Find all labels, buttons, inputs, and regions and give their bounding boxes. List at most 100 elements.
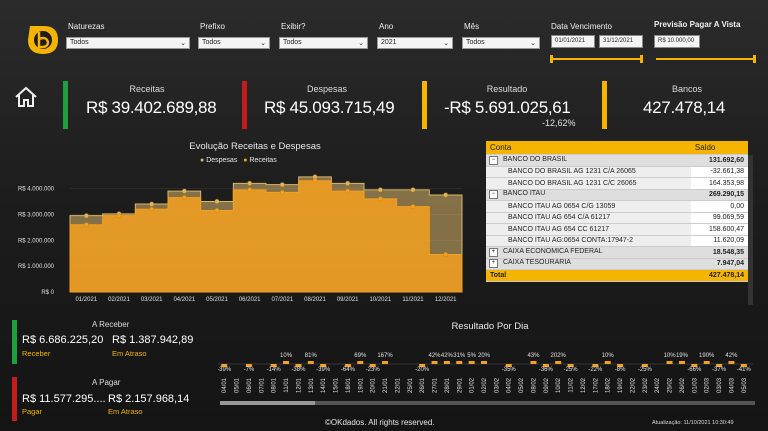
bank-row-label: BANCO ITAU AG 654 C/A 61217 (508, 214, 611, 222)
daily-bar (245, 364, 252, 367)
point-receitas (83, 222, 89, 228)
receber-title: A Receber (92, 320, 130, 329)
daily-value-label: -37% (712, 367, 727, 373)
daily-x-label: 03/02 (494, 377, 500, 393)
daily-bar (344, 364, 351, 367)
previsao-slider-handle[interactable] (753, 55, 756, 63)
daily-value-label: -25% (638, 367, 653, 373)
naturezas-value: Todos (70, 39, 89, 46)
daily-x-label: 05/01 (235, 377, 241, 393)
area-receitas (69, 180, 463, 293)
point-despesas (410, 187, 416, 193)
daily-x-label: 22/02 (630, 377, 636, 393)
exibir-select[interactable]: Todos ⌄ (279, 37, 368, 49)
bank-row[interactable]: + CAIXA TESOURARIA 7.947,04 (486, 258, 748, 270)
bancos-value: 427.478,14 (643, 98, 726, 117)
bank-row-value: 11.620,09 (690, 235, 748, 247)
daily-value-label: -14% (267, 367, 282, 373)
daily-value-label: 19% (676, 353, 689, 359)
date-end-input[interactable]: 31/12/2021 (599, 35, 643, 48)
daily-value-label: -23% (366, 367, 381, 373)
daily-x-label: 05/02 (519, 377, 525, 393)
y-tick-label: R$ 1.000.000 (18, 264, 55, 270)
naturezas-select[interactable]: Todos ⌄ (66, 37, 190, 49)
despesas-indicator (242, 81, 247, 129)
chevron-down-icon: ⌄ (530, 40, 536, 47)
bank-row[interactable]: BANCO DO BRASIL AG 1231 C/C 26065 164.353… (486, 177, 748, 190)
daily-x-label: 22/01 (395, 377, 401, 393)
bank-row-label: CAIXA ECONOMICA FEDERAL (503, 247, 603, 255)
chevron-down-icon: ⌄ (260, 40, 266, 47)
daily-scrollbar[interactable] (220, 401, 755, 405)
point-receitas (181, 195, 187, 200)
expand-icon[interactable]: + (489, 259, 498, 269)
resultado-indicator (422, 81, 427, 129)
bank-row[interactable]: − BANCO DO BRASIL 131.692,60 (486, 154, 748, 167)
bank-row-value: 131.692,60 (690, 154, 748, 167)
receber-indicator (12, 320, 17, 364)
bank-row[interactable]: BANCO DO BRASIL AG 1231 C/A 26065 -32.661… (486, 166, 748, 178)
previsao-slider[interactable] (656, 58, 756, 60)
daily-value-label: -41% (737, 367, 752, 373)
legend-despesas: Despesas (206, 157, 238, 164)
ano-value: 2021 (381, 39, 397, 46)
receber-late-sub: Em Atraso (112, 349, 147, 358)
date-range-slider[interactable] (553, 58, 642, 60)
y-tick-label: R$ 4.000.000 (18, 187, 55, 193)
pagar-late-sub: Em Atraso (108, 407, 143, 416)
bank-row[interactable]: BANCO ITAU AG 654 CC 61217 158.600,47 (486, 223, 748, 236)
chevron-down-icon: ⌄ (358, 40, 364, 47)
mes-select[interactable]: Todos ⌄ (462, 37, 540, 49)
expand-icon[interactable]: − (489, 190, 498, 200)
daily-x-label: 02/02 (482, 377, 488, 393)
table-scrollbar[interactable] (748, 155, 753, 305)
date-start-input[interactable]: 01/01/2021 (551, 35, 595, 48)
daily-value-label: -25% (564, 367, 579, 373)
daily-x-label: 08/02 (531, 377, 537, 393)
daily-value-label: 10% (280, 353, 293, 359)
daily-x-label: 12/01 (296, 377, 302, 393)
daily-value-label: 20% (478, 353, 491, 359)
daily-x-label: 05/03 (742, 377, 748, 393)
bank-row-name: − BANCO DO BRASIL (486, 154, 691, 167)
daily-bar (307, 361, 314, 364)
daily-value-label: 69% (354, 353, 367, 359)
daily-x-label: 14/01 (321, 377, 327, 393)
date-slider-handle-right[interactable] (640, 55, 643, 63)
expand-icon[interactable]: − (489, 155, 498, 165)
daily-value-label: -64% (341, 367, 356, 373)
daily-bar (617, 364, 624, 367)
daily-bar (468, 361, 475, 364)
daily-x-label: 01/03 (692, 377, 698, 393)
header-conta[interactable]: Conta (486, 141, 691, 155)
point-despesas (181, 188, 187, 194)
expand-icon[interactable]: + (489, 247, 498, 257)
bank-row[interactable]: BANCO ITAU AG 0654 C/G 13059 0,00 (486, 200, 748, 213)
point-despesas (443, 192, 449, 198)
daily-scrollbar-thumb[interactable] (220, 401, 315, 405)
bank-row[interactable]: + CAIXA ECONOMICA FEDERAL 18.548,35 (486, 246, 748, 259)
point-receitas (443, 252, 449, 257)
bank-row-value: 99.069,59 (690, 212, 748, 224)
daily-value-label: 202% (551, 353, 567, 359)
point-receitas (279, 190, 285, 195)
header-saldo[interactable]: Saldo (690, 141, 748, 155)
point-despesas (83, 213, 89, 219)
bank-row[interactable]: BANCO ITAU AG 654 C/A 61217 99.069,59 (486, 212, 748, 224)
date-slider-handle-left[interactable] (550, 55, 553, 63)
daily-bar (505, 364, 512, 367)
daily-x-label: 29/01 (457, 377, 463, 393)
bank-row[interactable]: − BANCO ITAU 269.290,15 (486, 189, 748, 201)
daily-bar (728, 361, 735, 364)
home-icon[interactable] (13, 85, 39, 109)
prefixo-select[interactable]: Todos ⌄ (198, 37, 270, 49)
daily-value-label: 31% (453, 353, 466, 359)
daily-value-label: 190% (699, 353, 715, 359)
bank-row[interactable]: BANCO ITAU AG:0654 CONTA:17947-2 11.620,0… (486, 235, 748, 247)
ano-select[interactable]: 2021 ⌄ (377, 37, 453, 49)
bancos-indicator (602, 81, 607, 129)
previsao-input[interactable]: R$ 10.000,00 (654, 35, 700, 48)
daily-x-label: 21/01 (383, 377, 389, 393)
bank-row-name: BANCO ITAU AG:0654 CONTA:17947-2 (486, 235, 691, 247)
daily-x-label: 01/02 (470, 377, 476, 393)
